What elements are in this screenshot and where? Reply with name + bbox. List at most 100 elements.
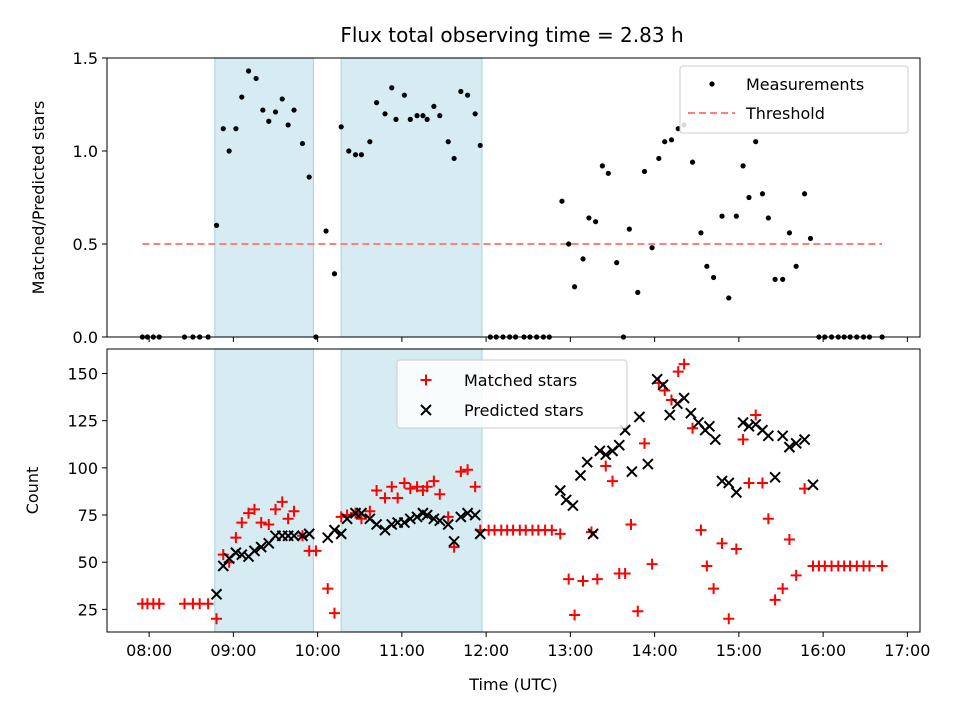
y-tick-label: 75 bbox=[78, 506, 98, 525]
legend-matched-marker bbox=[420, 374, 432, 386]
matched-star-point bbox=[723, 613, 735, 625]
matched-star-point bbox=[695, 524, 707, 536]
matched-star-point bbox=[276, 496, 288, 508]
predicted-star-point bbox=[398, 516, 411, 529]
measurement-point bbox=[233, 126, 239, 132]
measurement-point bbox=[464, 92, 471, 98]
measurement-point bbox=[626, 226, 632, 232]
predicted-star-point bbox=[303, 528, 315, 540]
measurement-point bbox=[458, 88, 464, 95]
matched-star-point bbox=[701, 560, 713, 572]
predicted-star-point bbox=[678, 392, 690, 404]
predicted-star-point bbox=[404, 513, 417, 525]
matched-star-point bbox=[243, 507, 255, 519]
predicted-star-point bbox=[210, 588, 223, 600]
matched-star-point bbox=[619, 568, 631, 580]
matched-star-point bbox=[863, 560, 875, 572]
matched-star-point bbox=[217, 549, 229, 561]
measurement-point bbox=[253, 75, 259, 82]
matched-star-point bbox=[708, 583, 720, 595]
predicted-star-point bbox=[554, 484, 566, 497]
measurement-point bbox=[580, 256, 586, 262]
measurement-point bbox=[420, 113, 426, 119]
predicted-star-point bbox=[581, 456, 593, 468]
measurement-point bbox=[780, 276, 786, 282]
predicted-star-point bbox=[448, 535, 460, 548]
matched-star-point bbox=[469, 481, 481, 493]
matched-star-point bbox=[269, 503, 281, 515]
legend-box bbox=[679, 65, 909, 134]
matched-star-point bbox=[632, 605, 644, 617]
matched-star-point bbox=[563, 573, 575, 585]
measurement-point bbox=[331, 271, 338, 277]
measurement-point bbox=[704, 263, 710, 269]
matched-star-point bbox=[750, 409, 762, 421]
matched-star-point bbox=[202, 598, 214, 610]
measurement-point bbox=[239, 94, 245, 100]
measurement-point bbox=[245, 68, 252, 74]
measurement-point bbox=[346, 148, 352, 154]
predicted-star-point bbox=[798, 433, 811, 446]
y-tick-label: 125 bbox=[67, 412, 98, 431]
predicted-star-point bbox=[613, 439, 625, 451]
predicted-star-point bbox=[709, 433, 721, 446]
measurement-point bbox=[649, 245, 655, 251]
matched-star-point bbox=[762, 513, 774, 525]
observing-window-band bbox=[214, 348, 315, 633]
predicted-star-point bbox=[587, 528, 599, 540]
matched-star-point bbox=[569, 609, 581, 621]
predicted-star-point bbox=[442, 518, 454, 531]
matched-star-point bbox=[876, 560, 888, 572]
matched-star-point bbox=[625, 518, 637, 530]
matched-star-point bbox=[546, 524, 558, 536]
matched-star-point bbox=[328, 607, 340, 619]
measurement-point bbox=[226, 148, 232, 154]
predicted-star-point bbox=[217, 560, 229, 572]
matched-star-point bbox=[404, 483, 416, 495]
predicted-star-point bbox=[341, 513, 353, 525]
matched-star-point bbox=[322, 583, 334, 595]
measurement-point bbox=[656, 155, 662, 162]
measurement-point bbox=[801, 191, 808, 197]
predicted-star-point bbox=[626, 465, 638, 478]
measurement-point bbox=[477, 142, 483, 149]
legend: Matched stars Predicted stars bbox=[396, 359, 628, 429]
predicted-star-point bbox=[421, 509, 433, 521]
matched-star-point bbox=[386, 481, 398, 493]
matched-star-point bbox=[716, 537, 728, 549]
matched-star-point bbox=[591, 573, 603, 585]
predicted-star-point bbox=[255, 541, 267, 553]
y-tick-label: 1.5 bbox=[73, 49, 98, 68]
y-axis-label: Matched/Predicted stars bbox=[29, 101, 48, 295]
measurement-point bbox=[719, 213, 725, 219]
matched-star-point bbox=[606, 475, 618, 487]
measurement-point bbox=[373, 100, 380, 106]
measurement-point bbox=[407, 116, 413, 122]
measurement-point bbox=[445, 139, 451, 145]
predicted-star-point bbox=[783, 441, 796, 453]
measurement-point bbox=[299, 140, 306, 147]
observing-window-band bbox=[340, 57, 483, 338]
measurement-point bbox=[393, 116, 399, 122]
legend-label: Measurements bbox=[746, 75, 864, 94]
axes-frame bbox=[106, 57, 921, 338]
predicted-star-point bbox=[469, 509, 481, 521]
predicted-star-point bbox=[723, 477, 735, 489]
measurement-point bbox=[662, 139, 668, 145]
measurement-point bbox=[285, 122, 291, 128]
matched-star-point bbox=[310, 545, 322, 557]
measurement-point bbox=[641, 168, 648, 175]
measurement-point bbox=[272, 109, 279, 115]
matched-star-point bbox=[678, 358, 690, 370]
measurement-point bbox=[213, 222, 220, 228]
predicted-star-point bbox=[248, 545, 261, 557]
predicted-star-point bbox=[370, 518, 383, 531]
measurement-point bbox=[746, 194, 752, 201]
predicted-star-point bbox=[657, 379, 669, 391]
matched-star-point bbox=[364, 505, 376, 517]
observing-window-band bbox=[214, 57, 315, 338]
x-tick-label: 13:00 bbox=[547, 641, 593, 660]
matched-star-point bbox=[392, 492, 404, 504]
matched-star-point bbox=[255, 517, 267, 529]
matched-star-point bbox=[687, 422, 699, 434]
